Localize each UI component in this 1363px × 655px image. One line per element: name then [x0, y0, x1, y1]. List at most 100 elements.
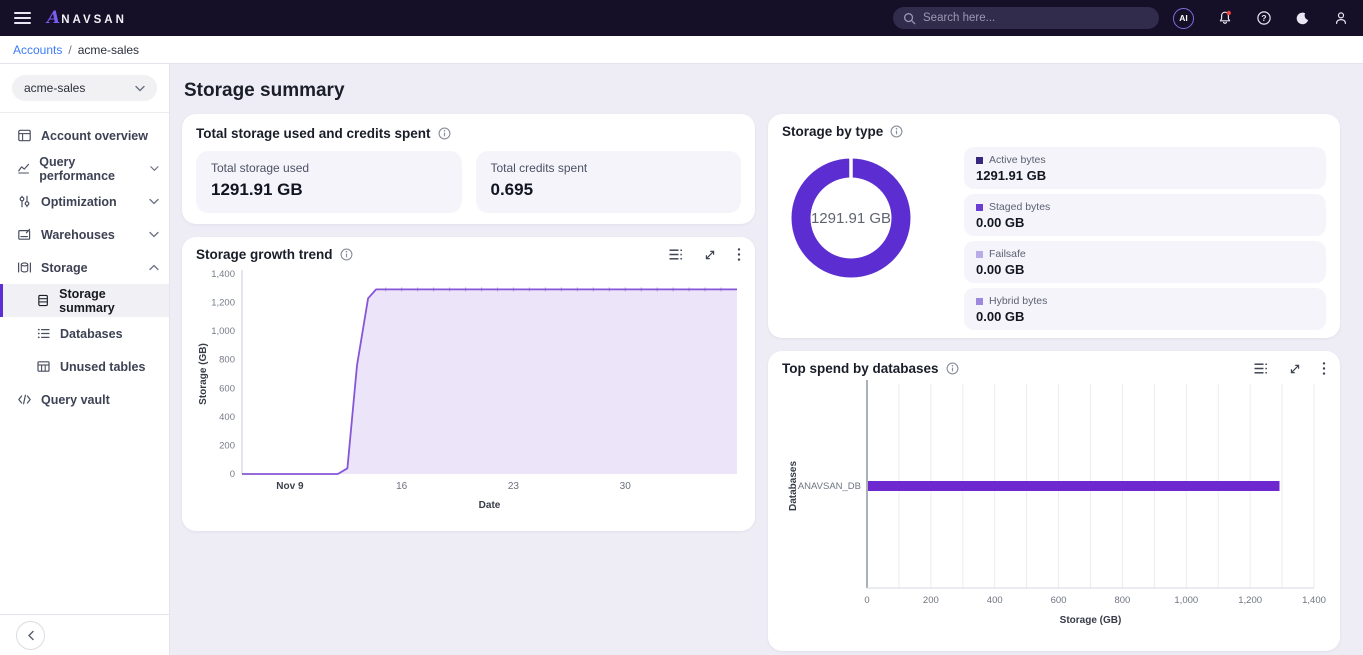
- legend-hybrid-bytes: Hybrid bytes 0.00 GB: [964, 288, 1326, 330]
- stat-label: Total storage used: [211, 161, 310, 175]
- svg-text:0: 0: [230, 469, 235, 480]
- chevron-down-icon: [150, 166, 159, 172]
- help-button[interactable]: ?: [1256, 10, 1272, 26]
- kebab-menu-icon: [1322, 362, 1326, 375]
- card-storage-growth-trend: Storage growth trend 0 200 400 600 800 1,000 1…: [182, 237, 755, 531]
- sidebar-item-account-overview[interactable]: Account overview: [0, 119, 169, 152]
- stat-value: 1291.91 GB: [211, 180, 303, 199]
- storage-summary-icon: [38, 294, 48, 307]
- storage-by-type-donut-chart[interactable]: 1291.91 GB: [786, 153, 916, 283]
- svg-text:1,200: 1,200: [1238, 595, 1262, 606]
- expand-chart-button[interactable]: [1288, 362, 1302, 376]
- breadcrumb-accounts-link[interactable]: Accounts: [13, 42, 63, 57]
- svg-text:800: 800: [1114, 595, 1130, 606]
- account-overview-icon: [18, 129, 31, 142]
- card-storage-by-type: Storage by type 1291.91 GB Active bytes …: [768, 114, 1340, 338]
- storage-type-legend: Active bytes 1291.91 GB Staged bytes 0.0…: [964, 147, 1326, 330]
- menu-icon[interactable]: [14, 12, 31, 24]
- account-selector[interactable]: acme-sales: [12, 75, 157, 101]
- legend-label: Failsafe: [989, 248, 1026, 260]
- databases-icon: [37, 328, 50, 339]
- search-bar[interactable]: [893, 7, 1159, 29]
- svg-text:1,400: 1,400: [211, 269, 235, 280]
- sidebar-item-storage[interactable]: Storage: [0, 251, 169, 284]
- data-table-view-button[interactable]: [1253, 361, 1268, 376]
- chart-menu-button[interactable]: [737, 247, 741, 262]
- chart-menu-button[interactable]: [1322, 361, 1326, 376]
- chevron-down-icon: [135, 85, 145, 91]
- svg-text:1,400: 1,400: [1302, 595, 1326, 606]
- table-view-icon: [669, 249, 682, 260]
- profile-button[interactable]: [1333, 10, 1349, 26]
- search-input[interactable]: [923, 12, 1123, 24]
- ai-assistant-button[interactable]: AI: [1173, 7, 1194, 29]
- sidebar-item-optimization[interactable]: Optimization: [0, 185, 169, 218]
- help-icon: ?: [1257, 11, 1271, 25]
- bell-icon: [1219, 10, 1231, 24]
- sidebar-item-storage-summary[interactable]: Storage summary: [0, 284, 169, 317]
- card-title: Total storage used and credits spent: [196, 126, 431, 141]
- sidebar-item-label: Unused tables: [60, 359, 146, 374]
- breadcrumb-separator: /: [68, 42, 72, 57]
- info-icon[interactable]: [438, 127, 451, 140]
- brand-logo-letter: A: [47, 8, 61, 28]
- sidebar-item-databases[interactable]: Databases: [0, 317, 169, 350]
- unused-tables-icon: [37, 361, 50, 372]
- warehouses-icon: [18, 228, 31, 240]
- breadcrumb: Accounts / acme-sales: [0, 36, 1363, 64]
- chevron-down-icon: [149, 198, 159, 205]
- sidebar-item-label: Account overview: [41, 128, 148, 143]
- legend-label: Hybrid bytes: [989, 295, 1048, 307]
- svg-text:?: ?: [1261, 13, 1266, 23]
- top-spend-bar-chart[interactable]: 0 200 400 600 800 1,000 1,200 1,400 Storage (GB)…: [782, 376, 1326, 638]
- notifications-button[interactable]: [1217, 10, 1233, 26]
- topbar: A NAVSAN AI ?: [0, 0, 1363, 36]
- sidebar-nav: Account overview Query performance Optim…: [0, 119, 169, 416]
- info-icon[interactable]: [890, 125, 903, 138]
- svg-text:Nov 9: Nov 9: [276, 481, 304, 492]
- info-icon[interactable]: [946, 362, 959, 375]
- sidebar-item-query-vault[interactable]: Query vault: [0, 383, 169, 416]
- kebab-menu-icon: [737, 248, 741, 261]
- data-table-view-button[interactable]: [668, 247, 683, 262]
- user-icon: [1336, 12, 1346, 24]
- svg-text:1291.91 GB: 1291.91 GB: [811, 210, 891, 227]
- breadcrumb-current: acme-sales: [77, 42, 140, 57]
- svg-text:Date: Date: [479, 500, 501, 511]
- expand-icon: [705, 250, 715, 259]
- svg-text:16: 16: [396, 481, 408, 492]
- brand-logo[interactable]: A NAVSAN: [47, 8, 127, 28]
- svg-text:23: 23: [508, 481, 520, 492]
- dark-mode-toggle[interactable]: [1295, 11, 1310, 26]
- svg-text:400: 400: [219, 412, 235, 423]
- legend-value: 1291.91 GB: [976, 168, 1047, 183]
- card-top-spend-databases: Top spend by databases 0 200 400 600 800 1,00…: [768, 351, 1340, 651]
- legend-label: Staged bytes: [989, 201, 1051, 213]
- sidebar: acme-sales Account overview Query perfor…: [0, 64, 170, 655]
- brand-logo-name: NAVSAN: [61, 14, 127, 26]
- sidebar-footer: [0, 614, 169, 655]
- svg-text:0: 0: [864, 595, 869, 606]
- storage-growth-trend-chart[interactable]: 0 200 400 600 800 1,000 1,200 1,400 Nov 9 16 23 30 D…: [196, 262, 741, 518]
- storage-icon: [18, 262, 31, 273]
- sidebar-item-label: Query performance: [39, 154, 115, 183]
- table-view-icon: [1254, 363, 1267, 374]
- legend-staged-bytes: Staged bytes 0.00 GB: [964, 194, 1326, 236]
- sidebar-item-label: Optimization: [41, 194, 117, 209]
- query-vault-icon: [18, 394, 31, 405]
- page-title: Storage summary: [184, 80, 345, 101]
- stat-label: Total credits spent: [490, 161, 588, 175]
- legend-bullet: [976, 203, 983, 211]
- legend-value: 0.00 GB: [976, 309, 1025, 324]
- stat-total-storage-used: Total storage used 1291.91 GB: [196, 151, 462, 213]
- info-icon[interactable]: [340, 248, 353, 261]
- sidebar-item-warehouses[interactable]: Warehouses: [0, 218, 169, 251]
- sidebar-item-query-performance[interactable]: Query performance: [0, 152, 169, 185]
- legend-value: 0.00 GB: [976, 262, 1025, 277]
- sidebar-item-label: Storage summary: [59, 286, 115, 315]
- sidebar-collapse-button[interactable]: [16, 620, 45, 650]
- expand-chart-button[interactable]: [703, 248, 717, 262]
- query-performance-icon: [18, 163, 30, 174]
- sidebar-item-unused-tables[interactable]: Unused tables: [0, 350, 169, 383]
- card-total-storage-credits: Total storage used and credits spent Tot…: [182, 114, 755, 224]
